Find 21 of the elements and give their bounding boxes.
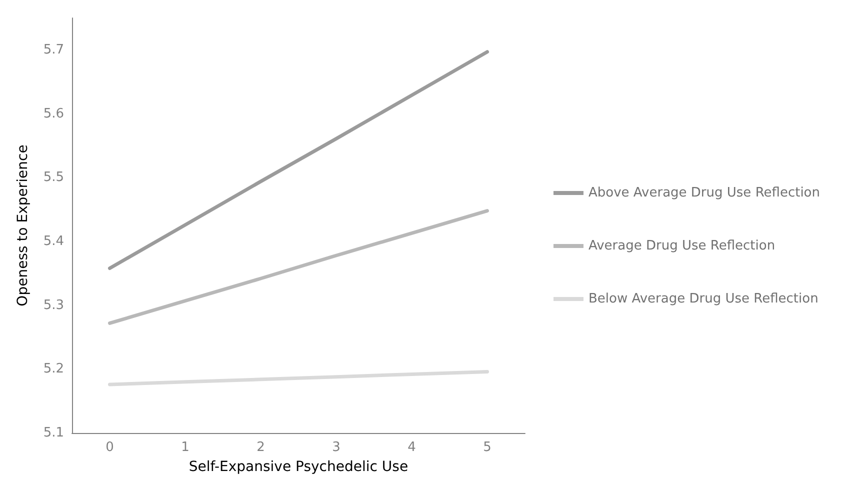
line-series [108, 209, 489, 325]
x-tick-label: 2 [256, 440, 265, 455]
x-tick-label: 5 [483, 440, 492, 455]
y-tick-label: 5.1 [43, 426, 64, 440]
x-tick-label: 0 [106, 440, 114, 455]
y-tick-label: 5.6 [43, 106, 64, 122]
y-axis-title: Openess to Experience [15, 144, 31, 306]
x-tick-label: 4 [408, 440, 416, 455]
legend-label: Above Average Drug Use Reflection [588, 186, 820, 200]
line-series [108, 50, 489, 270]
legend-label: Below Average Drug Use Reflection [588, 292, 818, 306]
y-tick-label: 5.5 [43, 170, 64, 186]
y-tick-label: 5.7 [43, 42, 64, 58]
line-series [108, 370, 489, 386]
y-tick-label: 5.4 [43, 234, 64, 249]
y-tick-label: 5.3 [43, 298, 64, 313]
y-tick-label: 5.2 [43, 362, 64, 377]
x-axis-title: Self-Expansive Psychedelic Use [188, 459, 408, 475]
legend-label: Average Drug Use Reflection [588, 238, 776, 254]
x-tick-label: 3 [332, 440, 340, 455]
x-tick-label: 1 [181, 440, 190, 455]
